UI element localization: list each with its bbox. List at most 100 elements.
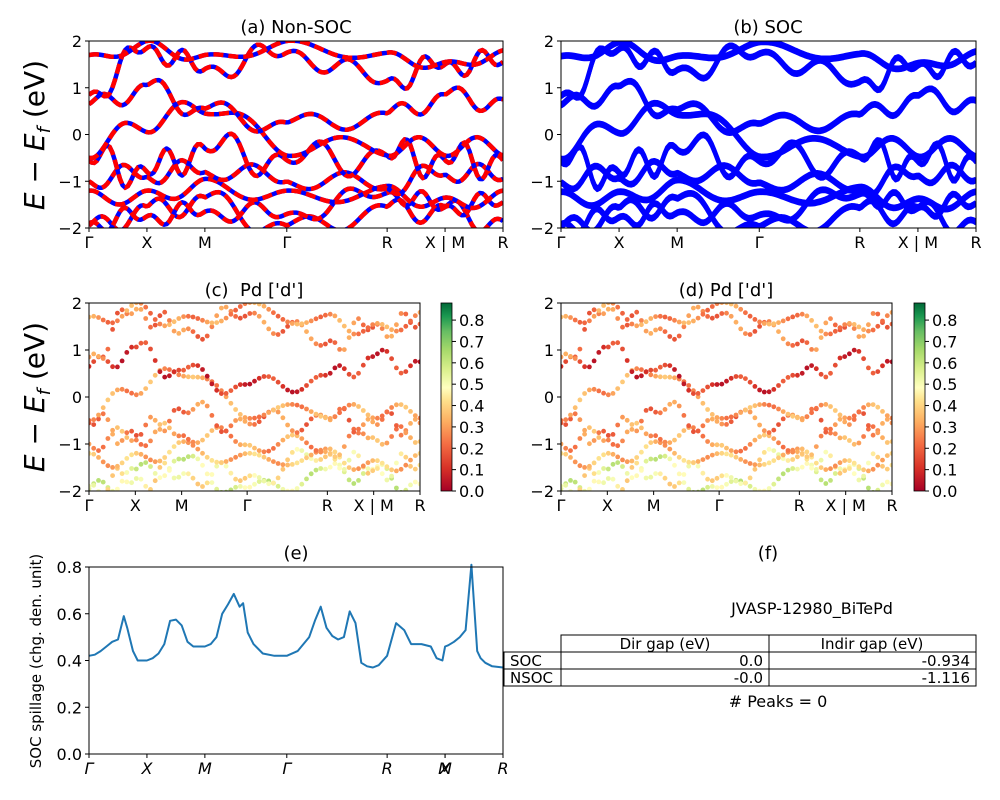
y-tick-label: −1 bbox=[58, 435, 82, 454]
projection-dot bbox=[185, 471, 191, 477]
projection-dot bbox=[795, 466, 800, 472]
y-tick-label: −2 bbox=[58, 482, 82, 501]
projection-dot bbox=[771, 448, 777, 453]
projection-dot bbox=[412, 313, 418, 319]
projection-dot bbox=[681, 413, 687, 418]
projection-dot bbox=[304, 320, 309, 325]
projection-dot bbox=[181, 471, 187, 476]
projection-dot bbox=[610, 391, 616, 396]
projection-dot bbox=[728, 303, 734, 307]
projection-dot bbox=[842, 322, 848, 327]
y-tick-label: 0.4 bbox=[57, 652, 82, 671]
projection-dot bbox=[237, 382, 243, 387]
gap-table: Dir gap (eV) Indir gap (eV) SOC 0.0 -0.9… bbox=[503, 634, 977, 687]
projection-dot bbox=[842, 458, 848, 463]
projection-dot bbox=[743, 459, 748, 464]
projection-dot bbox=[360, 463, 366, 469]
projection-dot bbox=[610, 432, 616, 437]
projection-dot bbox=[813, 460, 819, 466]
projection-dot bbox=[889, 439, 892, 444]
projection-dot bbox=[624, 417, 630, 423]
projection-dot bbox=[847, 458, 852, 464]
projection-dot bbox=[719, 442, 725, 448]
panel-c-colorbar-ticks: 0.0 0.1 0.2 0.3 0.4 0.5 0.6 0.7 0.8 bbox=[452, 311, 484, 501]
projection-dot bbox=[133, 392, 139, 398]
projection-dot bbox=[851, 322, 857, 327]
projection-dot bbox=[596, 388, 602, 394]
projection-dot bbox=[171, 408, 177, 413]
projection-dot bbox=[709, 484, 715, 489]
projection-dot bbox=[223, 304, 229, 310]
projection-dot bbox=[389, 327, 394, 333]
projection-dot bbox=[771, 458, 777, 463]
projection-dot bbox=[572, 411, 578, 417]
projection-dot bbox=[152, 358, 158, 363]
projection-dot bbox=[676, 373, 682, 379]
projection-dot bbox=[728, 452, 734, 458]
projection-dot bbox=[252, 303, 257, 306]
projection-dot bbox=[582, 327, 587, 332]
projection-dot bbox=[237, 452, 243, 458]
projection-dot bbox=[605, 450, 611, 456]
projection-dot bbox=[577, 417, 583, 423]
x-tick-label: R bbox=[382, 233, 393, 252]
projection-dot bbox=[709, 416, 715, 422]
projection-dot bbox=[148, 464, 153, 469]
projection-dot bbox=[629, 321, 635, 327]
projection-dot bbox=[318, 457, 324, 462]
projection-dot bbox=[223, 394, 229, 400]
projection-dot bbox=[667, 363, 673, 368]
projection-dot bbox=[676, 454, 682, 460]
projection-dot bbox=[832, 328, 838, 334]
projection-dot bbox=[563, 445, 569, 451]
projection-dot bbox=[318, 314, 324, 320]
projection-dot bbox=[138, 303, 144, 306]
projection-dot bbox=[185, 326, 191, 332]
projection-dot bbox=[804, 365, 810, 371]
projection-dot bbox=[100, 317, 106, 323]
projection-dot bbox=[620, 464, 625, 469]
projection-dot bbox=[138, 391, 144, 396]
panel-e-title: (e) bbox=[283, 543, 308, 564]
x-tick-label: X bbox=[439, 759, 452, 778]
projection-dot bbox=[190, 443, 196, 448]
projection-dot bbox=[181, 409, 187, 415]
projection-dot bbox=[228, 400, 234, 406]
projection-dot bbox=[398, 370, 404, 376]
projection-dot bbox=[129, 452, 135, 458]
projection-dot bbox=[582, 473, 587, 478]
projection-dot bbox=[228, 433, 234, 439]
y-tick-label: 0.6 bbox=[57, 605, 82, 624]
projection-dot bbox=[412, 358, 418, 364]
projection-dot bbox=[389, 405, 394, 410]
projection-dot bbox=[634, 309, 640, 315]
projection-dot bbox=[780, 378, 786, 384]
projection-dot bbox=[686, 387, 692, 393]
projection-dot bbox=[686, 383, 692, 388]
projection-dot bbox=[889, 310, 892, 315]
projection-dot bbox=[162, 323, 168, 329]
projection-dot bbox=[837, 355, 843, 361]
projection-dot bbox=[195, 481, 201, 487]
x-tick-label: Γ bbox=[557, 233, 566, 252]
projection-dot bbox=[832, 422, 838, 428]
projection-dot bbox=[856, 409, 862, 415]
projection-dot bbox=[204, 433, 210, 438]
projection-dot bbox=[370, 435, 376, 440]
projection-dot bbox=[181, 367, 187, 373]
projection-dot bbox=[662, 362, 668, 368]
projection-dot bbox=[837, 460, 843, 466]
panel-e-line bbox=[88, 563, 504, 669]
projection-dot bbox=[313, 458, 319, 463]
projection-dot bbox=[242, 442, 248, 448]
projection-dot bbox=[657, 410, 663, 416]
projection-dot bbox=[856, 334, 862, 339]
projection-dot bbox=[747, 483, 753, 489]
projection-dot bbox=[615, 316, 621, 321]
projection-dot bbox=[615, 454, 621, 460]
projection-dot bbox=[884, 313, 890, 319]
projection-dot bbox=[582, 431, 587, 437]
projection-dot bbox=[280, 403, 286, 409]
projection-dot bbox=[795, 341, 800, 347]
projection-dot bbox=[799, 311, 805, 317]
